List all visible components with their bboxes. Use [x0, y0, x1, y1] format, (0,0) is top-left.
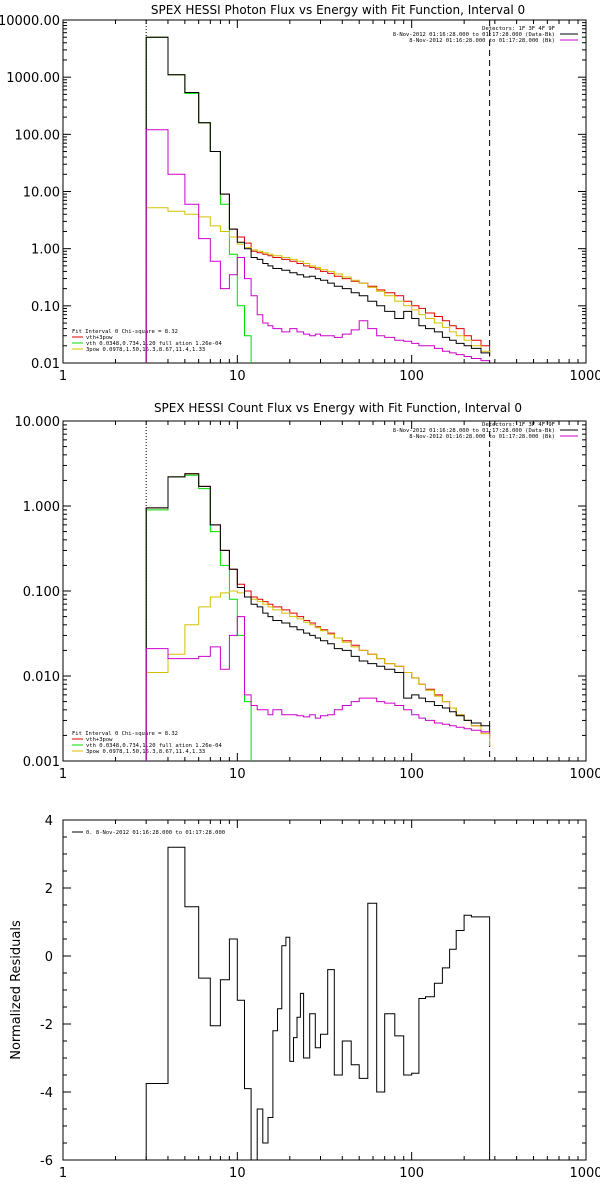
series-3pow — [145, 590, 491, 761]
fit-legend-label-total: vth+3pow — [86, 335, 113, 341]
photon-flux-chart: SPEX HESSI Photon Flux vs Energy with Fi… — [72, 3, 578, 353]
x-tick-label: 1 — [59, 767, 67, 782]
series-bk — [145, 129, 490, 363]
y-tick-label: 0 — [45, 950, 53, 965]
y-tick-label: 4 — [45, 814, 53, 829]
series-data-bk — [145, 473, 491, 761]
y-tick-label: 0.10 — [31, 300, 60, 315]
y-tick-label: 0.010 — [23, 670, 60, 685]
time-legend-data-label: 8-Nov-2012 01:16:28.000 to 01:17:28.000 … — [393, 428, 555, 434]
x-tick-label: 10 — [229, 1166, 246, 1181]
series-data-bk — [145, 36, 491, 363]
fit-legend-header: Fit Interval 0 Chi-square = 8.32 — [72, 329, 178, 335]
chart-title: SPEX HESSI Count Flux vs Energy with Fit… — [154, 401, 522, 415]
y-tick-label: 0.100 — [23, 585, 60, 600]
x-tick-label: 100 — [399, 369, 424, 384]
plot-frame — [62, 19, 587, 364]
x-tick-label: 1000 — [569, 369, 600, 384]
plot-area-1: 1 10 100 1000 0.01 0.10 1.00 10.00 100.00 1000.00… — [0, 14, 600, 384]
x-tick-label: 1 — [59, 369, 67, 384]
time-legend-data-label: 8-Nov-2012 01:16:28.000 to 01:17:28.000 … — [393, 32, 555, 38]
count-flux-chart: SPEX HESSI Count Flux vs Energy with Fit… — [72, 401, 578, 755]
series-vth-3pow — [145, 36, 491, 363]
x-tick-label: 1000 — [569, 1166, 600, 1181]
residuals-chart: Normalized Residuals 0. 8-Nov-2012 01:16… — [9, 830, 225, 1060]
y-tick-label: -6 — [40, 1154, 53, 1169]
time-legend-bk-label: 8-Nov-2012 01:16:28.000 to 01:17:28.000 … — [409, 38, 555, 44]
x-tick-label: 10 — [229, 369, 246, 384]
y-tick-label: 1000.00 — [6, 71, 60, 86]
y-tick-label: -4 — [40, 1086, 53, 1101]
y-tick-label: 100.00 — [15, 128, 61, 143]
fit-legend-label-vth: vth 0.0348,0.734,1.20 full ation 1.26e-0… — [86, 341, 222, 347]
series-bk — [145, 616, 491, 761]
detectors-label: Detectors: 1F 3F 4F 9F — [482, 26, 555, 32]
y-tick-label: 0.01 — [31, 357, 60, 372]
series-0-8-nov-2012-01-16-28-000-to-01-17-28-000 — [145, 846, 491, 1160]
series-3pow — [145, 207, 491, 363]
fit-legend-label-total: vth+3pow — [86, 737, 113, 743]
plot-frame — [62, 420, 587, 762]
fit-legend-label-3pow: 3pow 0.0978,1.50,15.3,8.67,11.4,1.33 — [86, 347, 205, 353]
fit-legend-header: Fit Interval 0 Chi-square = 8.32 — [72, 731, 178, 737]
detectors-label: Detectors: 1F 3F 4F 9F — [482, 422, 555, 428]
y-tick-label: 2 — [45, 882, 53, 897]
x-tick-label: 1 — [59, 1166, 67, 1181]
fit-legend-label-vth: vth 0.0348,0.734,1.20 full ation 1.26e-0… — [86, 743, 222, 749]
y-axis-label: Normalized Residuals — [9, 920, 24, 1060]
y-tick-label: 10.000 — [15, 415, 61, 430]
plot-frame — [62, 819, 587, 1161]
plot-area-2: 1 10 100 1000 0.001 0.010 0.100 1.000 10.000 — [15, 415, 600, 782]
chart-title: SPEX HESSI Photon Flux vs Energy with Fi… — [151, 3, 525, 17]
x-tick-label: 1000 — [569, 767, 600, 782]
y-tick-label: 0.001 — [23, 755, 60, 770]
time-legend-bk-label: 8-Nov-2012 01:16:28.000 to 01:17:28.000 … — [409, 434, 555, 440]
y-tick-label: 10000.00 — [0, 14, 60, 29]
legend-label: 0. 8-Nov-2012 01:16:28.000 to 01:17:28.0… — [86, 830, 225, 836]
x-tick-label: 100 — [399, 1166, 424, 1181]
x-tick-label: 100 — [399, 767, 424, 782]
x-tick-label: 10 — [229, 767, 246, 782]
fit-legend-label-3pow: 3pow 0.0978,1.50,15.3,8.67,11.4,1.33 — [86, 749, 205, 755]
plot-area-3: 1 10 100 1000 -6 -4 -2 0 2 4 — [40, 814, 600, 1181]
y-tick-label: -2 — [40, 1018, 53, 1033]
y-tick-label: 1.00 — [31, 243, 60, 258]
y-tick-label: 10.00 — [23, 186, 60, 201]
y-tick-label: 1.000 — [23, 500, 60, 515]
series-vth — [145, 36, 252, 363]
